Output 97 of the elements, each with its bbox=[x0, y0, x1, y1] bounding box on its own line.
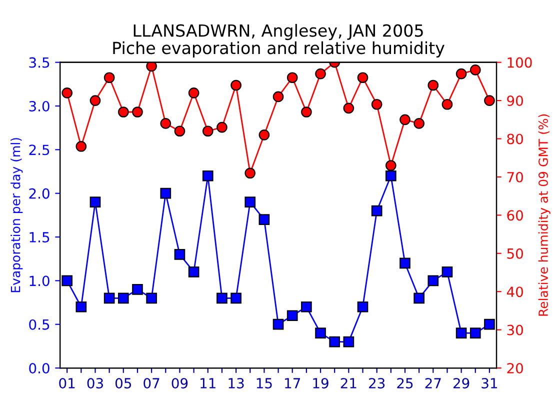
y2-tick-label: 80 bbox=[507, 134, 523, 144]
y-tick-label: 3.5 bbox=[29, 57, 50, 68]
x-tick-label: 09 bbox=[172, 378, 188, 388]
chart-title: LLANSADWRN, Anglesey, JAN 2005 Piche evaporation and relative humidity bbox=[113, 24, 444, 58]
point bbox=[343, 102, 354, 114]
point bbox=[385, 160, 396, 171]
x-tick-label: 17 bbox=[285, 378, 300, 388]
point bbox=[146, 62, 157, 72]
point bbox=[174, 249, 186, 260]
y2-tick-label: 100 bbox=[508, 57, 532, 68]
x-tick-label: 03 bbox=[87, 378, 103, 388]
y-tick-label: 0.5 bbox=[29, 319, 50, 330]
point bbox=[470, 64, 481, 76]
point bbox=[385, 170, 396, 182]
point bbox=[244, 196, 256, 208]
point bbox=[470, 328, 481, 338]
point bbox=[230, 80, 242, 91]
point bbox=[62, 87, 73, 98]
point bbox=[230, 292, 242, 304]
x-tick-label: 23 bbox=[369, 378, 385, 388]
point bbox=[132, 106, 143, 118]
point bbox=[357, 301, 368, 312]
point bbox=[160, 118, 172, 129]
y-tick-label: 1.5 bbox=[30, 232, 50, 242]
point bbox=[414, 118, 424, 129]
x-tick-label: 01 bbox=[59, 378, 75, 388]
y2-tick-label: 50 bbox=[507, 248, 523, 259]
point bbox=[357, 72, 368, 84]
point bbox=[428, 80, 439, 91]
point bbox=[258, 130, 270, 140]
point bbox=[104, 292, 115, 304]
point bbox=[456, 328, 467, 338]
y-tick-label: 0.0 bbox=[29, 362, 50, 374]
point bbox=[286, 72, 298, 84]
point bbox=[301, 106, 312, 118]
point bbox=[202, 170, 214, 182]
point bbox=[315, 68, 326, 80]
point bbox=[216, 292, 228, 304]
point bbox=[174, 126, 186, 137]
y-tick-label: 2.0 bbox=[29, 188, 50, 199]
x-tick-label: 21 bbox=[340, 378, 356, 388]
y2-tick-label: 20 bbox=[507, 362, 523, 374]
point bbox=[104, 72, 115, 84]
point bbox=[414, 292, 424, 304]
x-tick-label: 13 bbox=[228, 378, 244, 388]
y2-tick-label: 60 bbox=[507, 210, 523, 221]
point bbox=[371, 98, 382, 110]
point bbox=[244, 168, 256, 179]
point bbox=[442, 98, 453, 110]
point bbox=[216, 122, 228, 133]
point bbox=[428, 275, 439, 286]
point bbox=[272, 91, 284, 102]
y-axis-title: Evaporation per day (ml) bbox=[10, 138, 23, 292]
point bbox=[118, 292, 129, 304]
x-tick-label: 19 bbox=[313, 378, 328, 388]
point bbox=[258, 214, 270, 225]
point bbox=[132, 284, 143, 295]
point bbox=[118, 106, 129, 118]
point bbox=[272, 318, 284, 330]
point bbox=[76, 301, 87, 312]
x-tick-label: 29 bbox=[453, 378, 470, 388]
y-tick-label: 2.5 bbox=[29, 144, 50, 156]
point bbox=[400, 114, 410, 126]
x-tick-label: 15 bbox=[256, 378, 272, 388]
point bbox=[371, 205, 382, 216]
point bbox=[329, 336, 340, 348]
x-tick-label: 11 bbox=[200, 378, 216, 388]
x-tick-label: 25 bbox=[397, 378, 413, 388]
point bbox=[202, 126, 214, 137]
point bbox=[188, 87, 200, 98]
point bbox=[456, 68, 467, 80]
point bbox=[315, 328, 326, 338]
y-tick-label: 3.0 bbox=[29, 100, 50, 112]
y2-tick-label: 70 bbox=[507, 172, 523, 182]
point bbox=[442, 266, 453, 278]
point bbox=[484, 95, 495, 106]
y2-axis-title: Relative humidity at 09 GMT (%) bbox=[538, 114, 550, 316]
y-tick-label: 1.0 bbox=[30, 276, 50, 286]
point bbox=[400, 258, 410, 269]
point bbox=[160, 188, 172, 199]
point bbox=[90, 95, 101, 106]
point bbox=[286, 310, 298, 322]
point bbox=[76, 140, 87, 152]
point bbox=[301, 301, 312, 312]
point bbox=[188, 266, 200, 278]
x-tick-label: 07 bbox=[144, 378, 160, 388]
y2-tick-label: 40 bbox=[506, 286, 523, 298]
point bbox=[484, 318, 495, 330]
point bbox=[343, 336, 354, 348]
point bbox=[146, 292, 157, 304]
x-tick-label: 31 bbox=[482, 378, 498, 388]
x-tick-label: 27 bbox=[425, 378, 441, 388]
y2-tick-label: 30 bbox=[507, 324, 523, 336]
x-tick-label: 05 bbox=[115, 378, 132, 388]
y2-tick-label: 90 bbox=[507, 96, 523, 106]
point bbox=[90, 196, 101, 208]
point bbox=[62, 275, 73, 286]
